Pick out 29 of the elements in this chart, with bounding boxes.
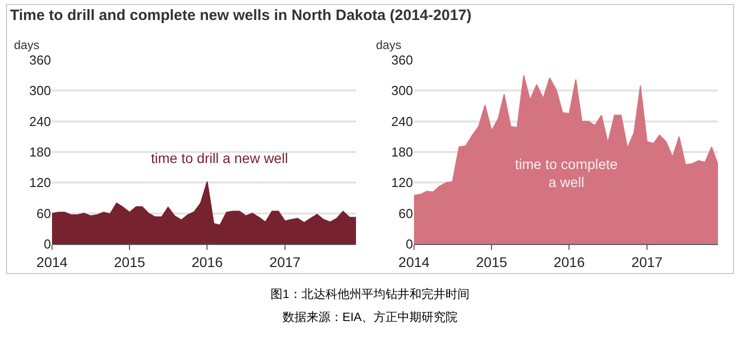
x-tick-label: 2016 — [554, 254, 585, 270]
y-tick-label: 360 — [29, 52, 51, 68]
y-axis-title: days — [376, 38, 402, 52]
y-tick-label: 300 — [391, 83, 413, 98]
series-label: time to drill a new well — [151, 150, 288, 166]
y-tick-label: 180 — [391, 144, 413, 160]
y-axis-title: days — [14, 38, 40, 52]
y-tick-label: 240 — [29, 114, 51, 129]
caption: 图1：北达科他州平均钻井和完井时间 — [270, 286, 470, 303]
x-tick-label: 2016 — [192, 254, 223, 270]
x-tick-label: 2014 — [398, 254, 430, 270]
y-tick-label: 240 — [391, 114, 413, 129]
y-tick-label: 0 — [44, 236, 51, 252]
x-tick-label: 2017 — [631, 254, 663, 270]
x-tick-label: 2017 — [269, 254, 301, 270]
x-tick-label: 2014 — [36, 254, 68, 270]
y-tick-label: 180 — [29, 144, 51, 160]
y-tick-label: 120 — [29, 175, 51, 190]
y-tick-label: 120 — [391, 175, 413, 190]
y-tick-label: 300 — [29, 83, 51, 98]
source-note: 数据来源：EIA、方正中期研究院 — [281, 309, 459, 326]
y-tick-label: 60 — [36, 206, 51, 221]
chart-title: Time to drill and complete new wells in North Dakota (2014-2017) — [10, 7, 472, 24]
series-label: time to complete a well — [515, 156, 618, 190]
y-tick-label: 0 — [406, 236, 413, 252]
x-tick-label: 2015 — [476, 254, 508, 270]
y-tick-label: 60 — [398, 206, 413, 221]
x-tick-label: 2015 — [114, 254, 146, 270]
y-tick-label: 360 — [391, 52, 413, 68]
